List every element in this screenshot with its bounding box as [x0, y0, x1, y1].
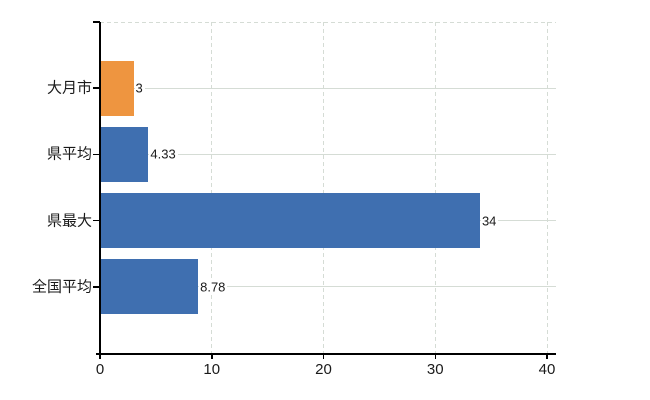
- y-axis-line: [99, 22, 101, 354]
- x-axis-tick-label: 40: [538, 361, 556, 378]
- y-axis-tick: [93, 153, 100, 156]
- vertical-gridline: [211, 22, 213, 353]
- x-axis-line: [96, 353, 556, 355]
- y-axis-tick: [93, 286, 100, 288]
- y-axis-top-tick: [93, 21, 100, 23]
- category-label: 大月市: [46, 79, 92, 97]
- category-label: 県平均: [46, 145, 92, 163]
- bar-value-label: 34: [480, 213, 499, 229]
- top-gridline: [100, 22, 556, 23]
- x-axis-tick-label: 10: [203, 361, 221, 378]
- bar: [101, 259, 199, 315]
- x-axis-tick-label: 30: [426, 361, 444, 378]
- category-gridline: [100, 87, 556, 89]
- x-axis-tick: [434, 353, 436, 359]
- x-axis-tick: [99, 353, 101, 359]
- category-gridline: [100, 286, 556, 288]
- x-axis-tick-label: 20: [315, 361, 332, 378]
- y-axis-tick: [93, 219, 100, 222]
- y-axis-tick: [93, 87, 100, 89]
- vertical-gridline: [323, 22, 324, 353]
- bar-value-label: 4.33: [149, 146, 178, 162]
- x-axis-tick: [546, 353, 548, 359]
- vertical-gridline: [546, 22, 548, 353]
- bar: [101, 126, 149, 182]
- x-axis-tick: [322, 353, 325, 359]
- bar: [101, 193, 480, 249]
- category-gridline: [100, 153, 556, 155]
- bar-value-label: 8.78: [199, 279, 228, 295]
- x-axis-tick: [211, 353, 213, 359]
- bar: [101, 60, 134, 116]
- category-label: 県最大: [46, 212, 92, 230]
- bar-value-label: 3: [134, 80, 145, 96]
- x-axis-tick-label: 0: [95, 361, 105, 378]
- vertical-gridline: [434, 22, 436, 353]
- category-label: 全国平均: [31, 278, 92, 296]
